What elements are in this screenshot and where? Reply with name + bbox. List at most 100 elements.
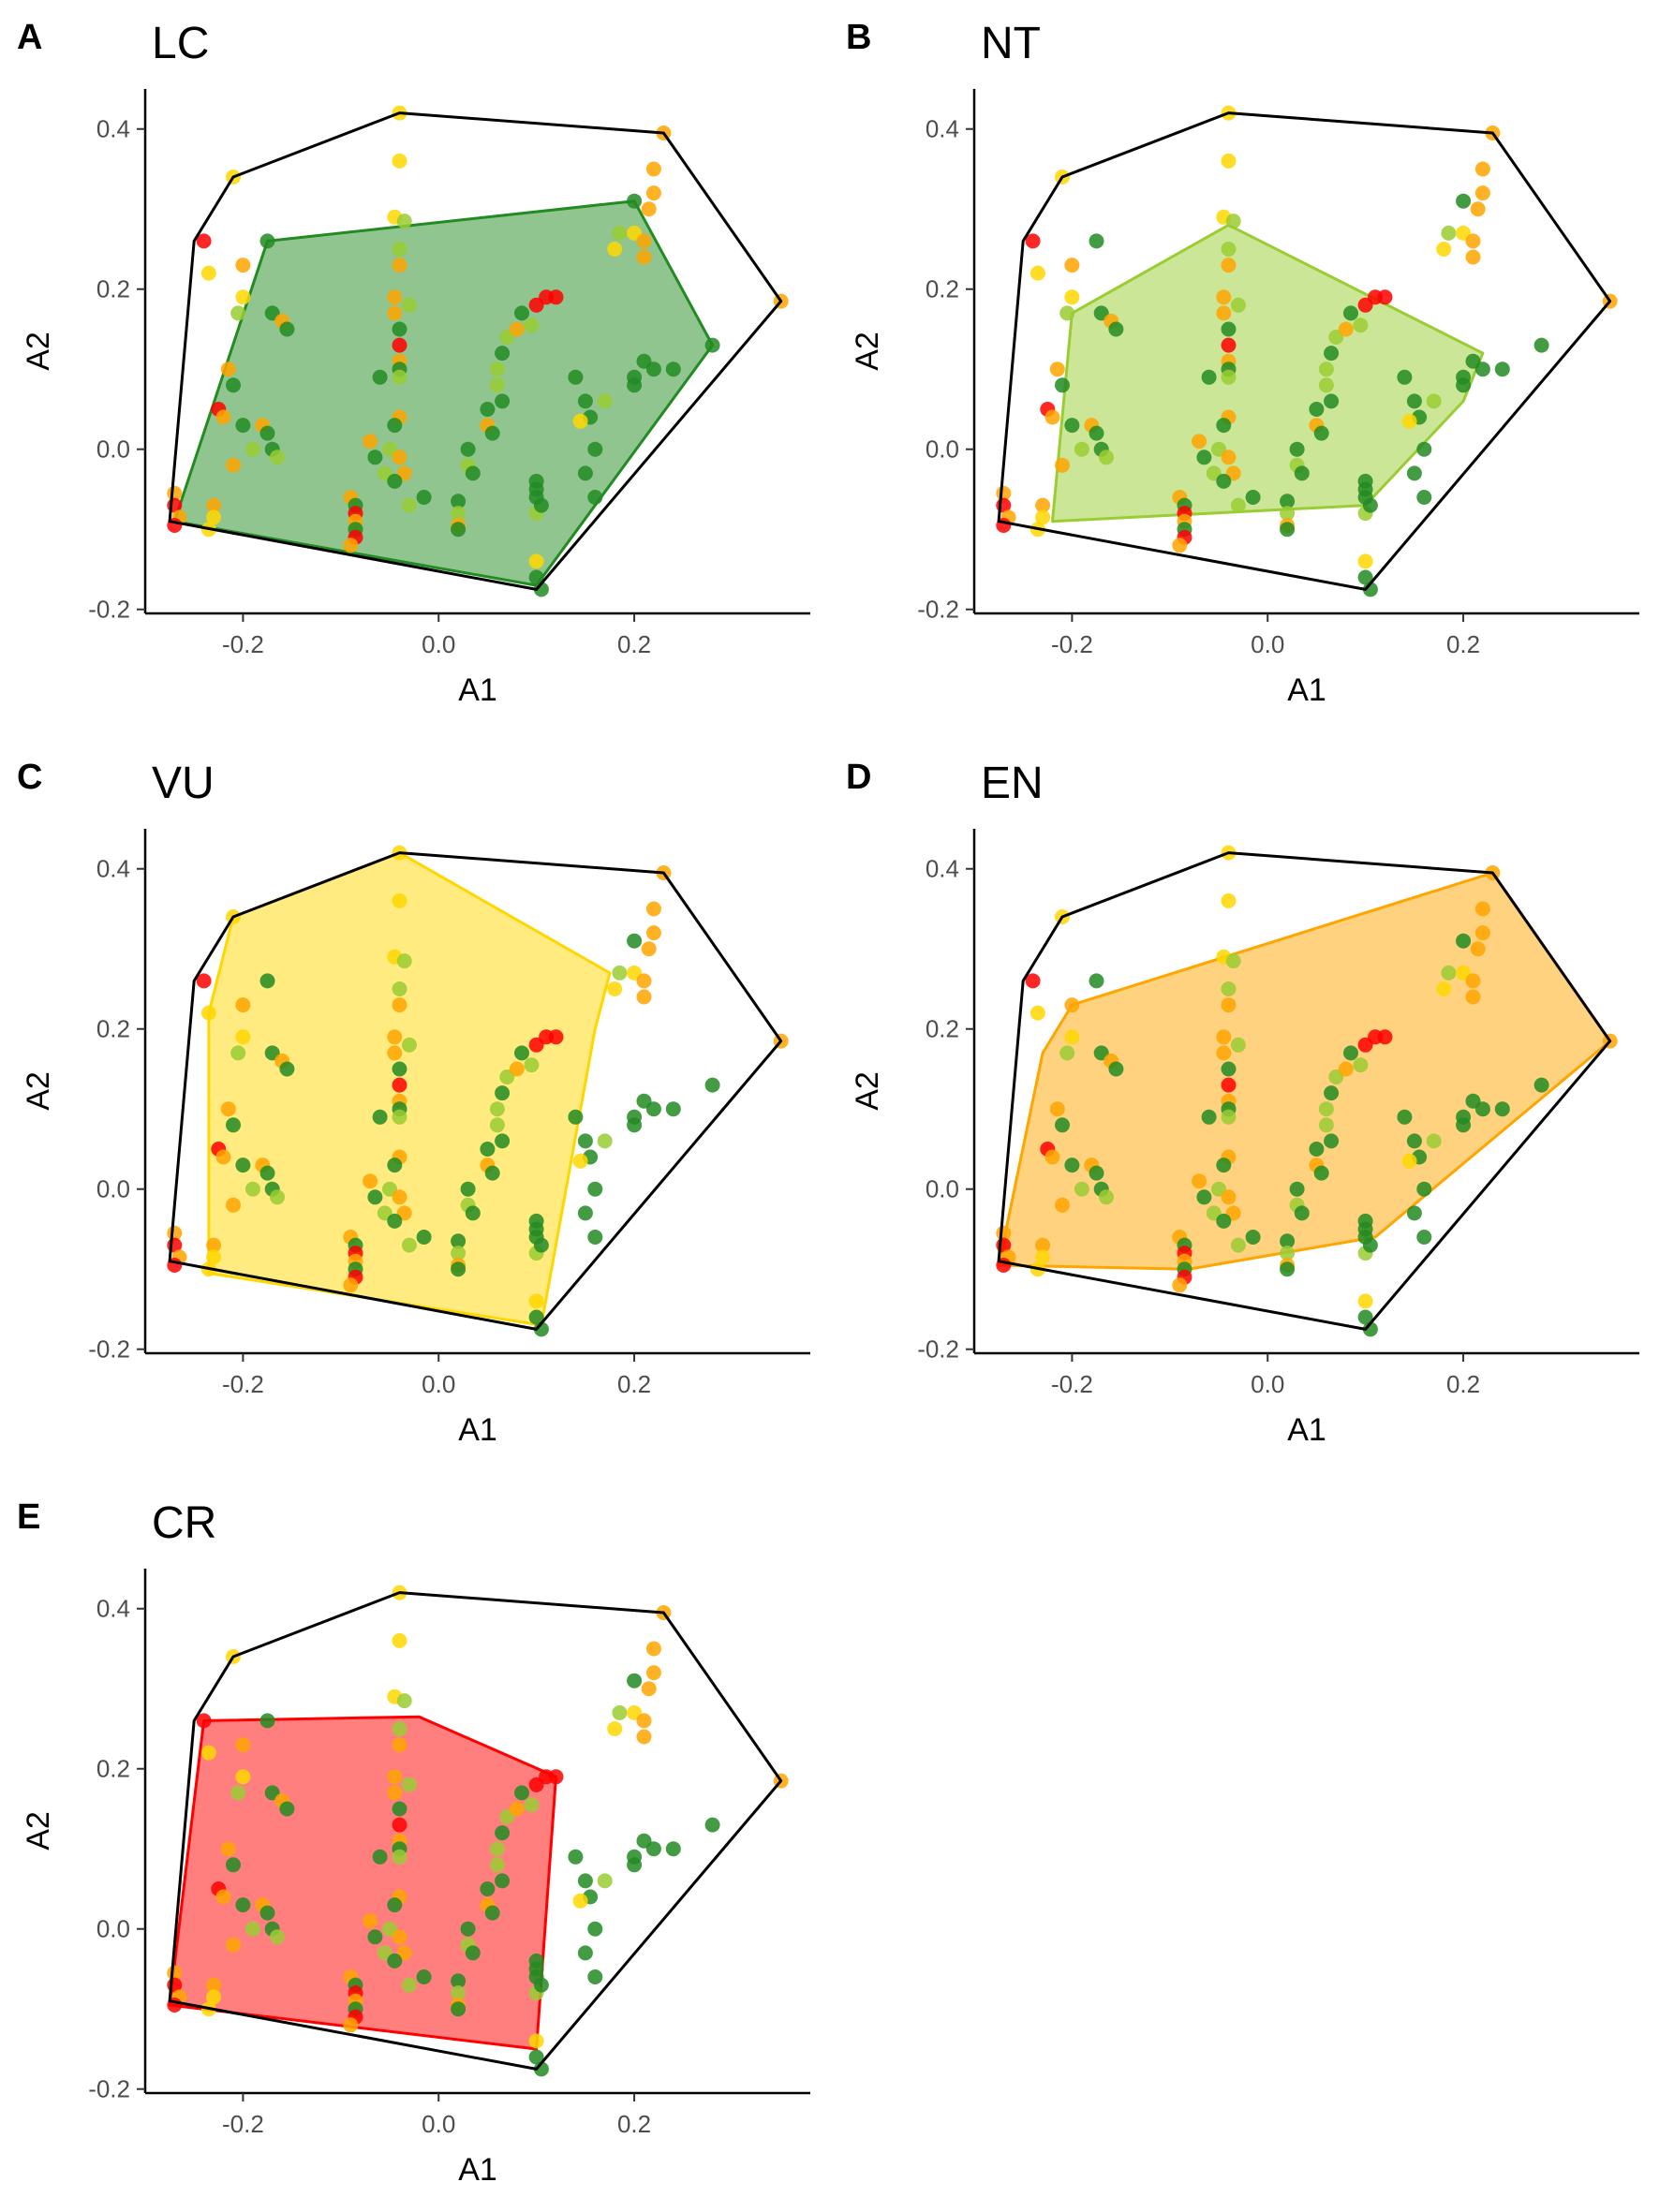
data-point	[235, 1769, 251, 1785]
data-point	[1099, 1189, 1114, 1205]
data-point	[577, 1133, 593, 1149]
data-point	[401, 1037, 417, 1053]
data-point	[1377, 1029, 1393, 1045]
data-point	[244, 1181, 260, 1197]
data-point	[392, 1632, 407, 1648]
data-point	[1324, 1133, 1340, 1149]
data-point	[1465, 989, 1481, 1005]
data-point	[1074, 1181, 1089, 1197]
data-point	[1362, 582, 1378, 597]
data-point	[1221, 997, 1237, 1013]
data-point	[1221, 242, 1237, 257]
data-point	[1225, 214, 1241, 229]
data-point	[270, 450, 285, 465]
data-point	[514, 1045, 529, 1061]
x-tick-label: 0.0	[1251, 1370, 1284, 1398]
data-point	[1294, 465, 1310, 481]
data-point	[226, 1117, 241, 1133]
data-point	[392, 1737, 407, 1753]
data-point	[645, 361, 661, 377]
data-point	[235, 1897, 251, 1913]
data-point	[1221, 892, 1237, 908]
data-point	[528, 2033, 544, 2049]
category-hull	[207, 851, 612, 1327]
data-point	[363, 1173, 378, 1189]
data-point	[1318, 361, 1334, 377]
data-point	[392, 1077, 407, 1093]
category-hull	[172, 199, 715, 587]
data-point	[607, 242, 623, 257]
data-point	[528, 569, 544, 585]
data-point	[641, 941, 657, 957]
data-point	[587, 1181, 603, 1197]
data-point	[235, 418, 251, 434]
data-point	[495, 1133, 511, 1149]
data-point	[396, 953, 412, 969]
data-point	[533, 2061, 549, 2077]
y-axis-title: A2	[21, 1811, 56, 1851]
data-point	[1025, 973, 1041, 989]
data-point	[206, 1977, 222, 1993]
data-point	[665, 1841, 681, 1857]
data-point	[597, 1873, 613, 1889]
data-point	[259, 425, 275, 441]
data-point	[215, 409, 231, 425]
x-axis-title: A1	[1287, 1412, 1326, 1448]
x-axis-title: A1	[458, 1412, 497, 1448]
data-point	[1353, 317, 1369, 333]
data-point	[416, 1230, 432, 1245]
data-point	[484, 1165, 500, 1181]
data-point	[480, 402, 496, 417]
data-point	[1465, 249, 1481, 265]
data-point	[568, 1109, 584, 1125]
data-point	[401, 1237, 417, 1253]
data-point	[1280, 1233, 1296, 1249]
data-point	[387, 1158, 403, 1173]
data-point	[367, 1929, 383, 1945]
data-point	[387, 473, 403, 489]
data-point	[259, 1165, 275, 1181]
data-point	[607, 981, 623, 996]
y-tick-label: -0.2	[88, 2075, 130, 2103]
data-point	[1172, 1277, 1188, 1293]
data-point	[528, 2049, 544, 2065]
data-point	[1397, 1109, 1413, 1125]
data-point	[509, 321, 525, 337]
y-tick-label: -0.2	[88, 1335, 130, 1364]
data-point	[528, 553, 544, 569]
data-point	[528, 1961, 544, 1977]
data-point	[244, 1921, 260, 1937]
data-point	[220, 1101, 236, 1117]
y-tick-label: -0.2	[917, 596, 959, 624]
data-point	[343, 1277, 359, 1293]
data-point	[451, 1233, 467, 1249]
x-tick-label: 0.0	[1251, 630, 1284, 658]
data-point	[196, 1713, 212, 1729]
data-point	[387, 1213, 403, 1229]
data-point	[220, 361, 236, 377]
data-point	[387, 1953, 403, 1969]
data-point	[524, 1797, 540, 1813]
data-point	[587, 1230, 603, 1245]
data-point	[627, 377, 643, 393]
data-point	[1406, 393, 1422, 409]
data-point	[343, 538, 359, 553]
data-point	[396, 214, 412, 229]
data-point	[206, 509, 222, 525]
panel-letter: B	[846, 18, 871, 57]
data-point	[514, 1785, 529, 1801]
data-point	[1089, 1165, 1104, 1181]
data-point	[528, 1221, 544, 1237]
data-point	[548, 1029, 564, 1045]
data-point	[704, 1077, 720, 1093]
data-point	[1064, 1158, 1080, 1173]
data-point	[235, 997, 251, 1013]
data-point	[1401, 1153, 1417, 1169]
data-point	[1044, 1149, 1060, 1165]
data-point	[259, 973, 275, 989]
data-point	[636, 1729, 652, 1745]
data-point	[627, 933, 643, 949]
y-tick-label: 0.2	[96, 1755, 130, 1783]
data-point	[226, 457, 241, 473]
data-point	[645, 925, 661, 941]
